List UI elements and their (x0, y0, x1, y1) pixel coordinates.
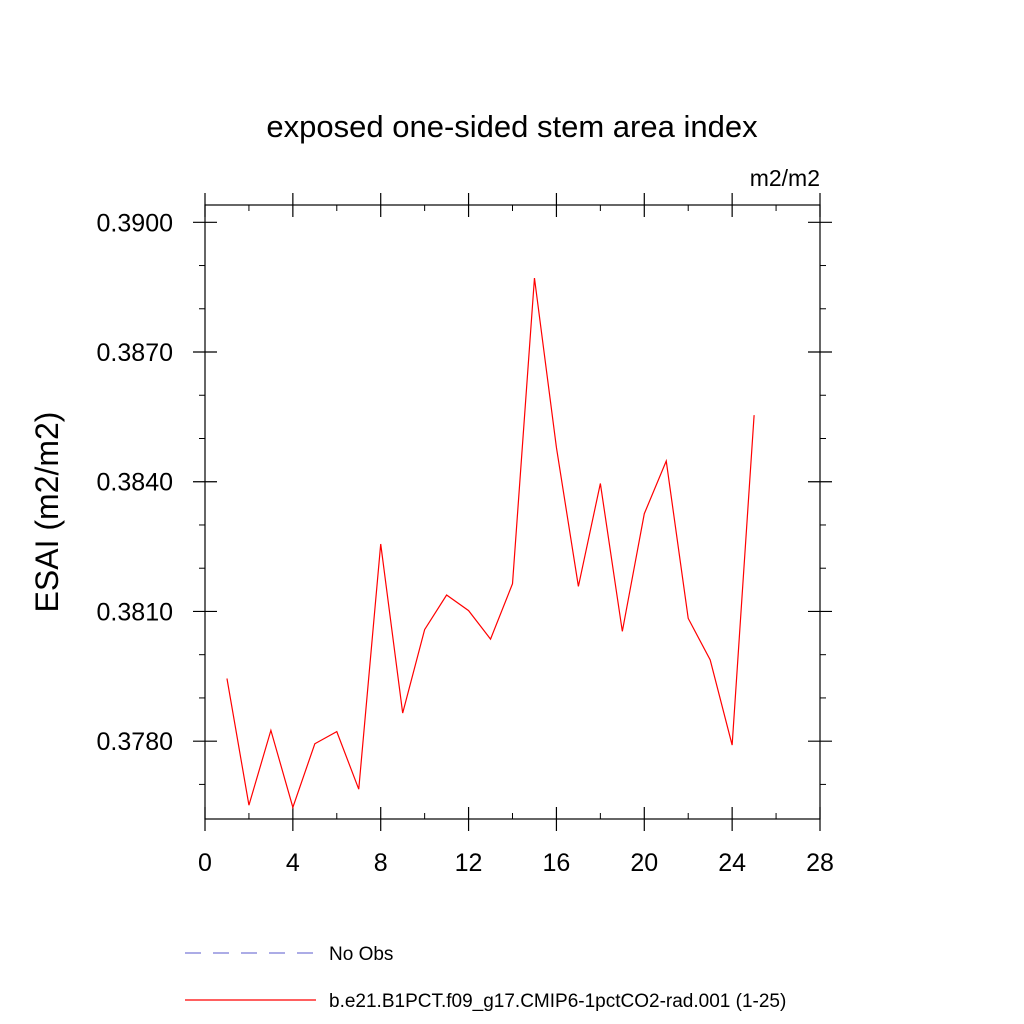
axis-ticks (193, 193, 832, 831)
y-tick-label: 0.3780 (97, 728, 173, 756)
y-tick-label: 0.3900 (97, 209, 173, 237)
y-tick-label: 0.3810 (97, 598, 173, 626)
x-tick-label: 28 (806, 849, 834, 877)
legend-label: No Obs (329, 944, 393, 965)
x-tick-label: 4 (286, 849, 300, 877)
x-tick-label: 24 (718, 849, 746, 877)
y-tick-label: 0.3840 (97, 469, 173, 497)
axis-tick-labels: 0 4 8 12 16 20 24 28 0.3780 0.3810 0.3840 0.3870 0.3… (97, 209, 834, 877)
series-layer (226, 277, 755, 810)
x-tick-label: 0 (198, 849, 212, 877)
x-tick-label: 20 (630, 849, 658, 877)
x-tick-label: 12 (455, 849, 483, 877)
y-tick-label: 0.3870 (97, 339, 173, 367)
series-line (226, 277, 755, 810)
x-tick-label: 8 (374, 849, 388, 877)
chart-title: exposed one-sided stem area index (266, 109, 758, 144)
y-axis-label: ESAI (m2/m2) (29, 412, 65, 613)
legend: No Obs b.e21.B1PCT.f09_g17.CMIP6-1pctCO2-… (185, 944, 786, 1012)
legend-label: b.e21.B1PCT.f09_g17.CMIP6-1pctCO2-rad.00… (329, 991, 786, 1012)
units-label: m2/m2 (750, 165, 820, 191)
x-tick-label: 16 (543, 849, 571, 877)
